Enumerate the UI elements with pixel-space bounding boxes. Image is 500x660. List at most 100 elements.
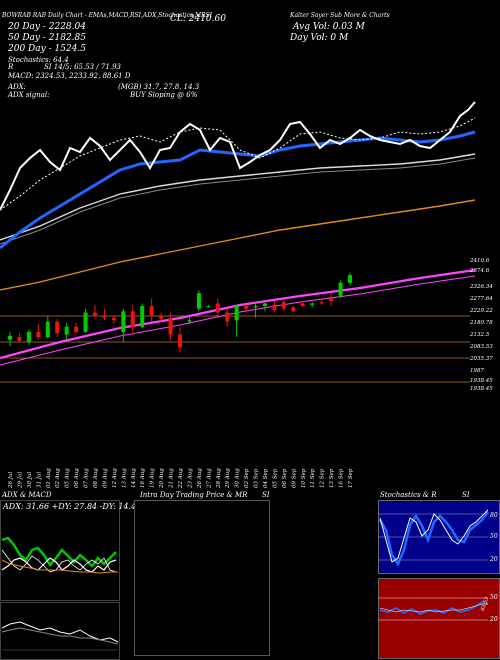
ema-shadow-line [0, 157, 476, 245]
price-tick-label: 2277.64 [469, 296, 493, 302]
main-chart: 26 Jul 29 Jul 30 Jul 31 Jul 01 Aug 02 Aug 05 A… [0, 101, 494, 489]
candle-body [111, 317, 116, 321]
date-tick-label: 27 Aug [206, 468, 212, 489]
date-tick-label: 14 Aug [131, 468, 137, 488]
date-tick-label: 13 Aug [121, 468, 127, 488]
price-tick-label: 2035.37 [469, 356, 493, 362]
trendline-lower [0, 275, 476, 366]
stochastics-panel [378, 500, 500, 659]
date-tick-label: 19 Aug [150, 468, 156, 488]
date-tick-label: 30 Aug [235, 468, 241, 488]
candle-body [329, 298, 334, 301]
price-line [0, 101, 476, 211]
candle-body [140, 306, 145, 327]
candle-body [93, 312, 97, 317]
candle-body [263, 303, 267, 307]
date-tick-label: 26 Aug [197, 468, 203, 489]
date-tick-label: 29 Aug [225, 468, 231, 489]
ema50-label: 50 Day - 2182.85 [8, 33, 86, 43]
date-tick-label: 16 Aug [140, 468, 146, 488]
date-tick-label: 10 Sep [301, 468, 307, 488]
date-tick-label: 30 Jul [27, 472, 33, 488]
price-tick-label: 2083.53 [469, 344, 493, 350]
candle-body [55, 321, 60, 334]
date-tick-label: 02 Aug [55, 468, 61, 488]
ema50-line [0, 130, 476, 250]
stochastics-label: Stochastics: 64.4 [8, 56, 69, 64]
candle-body [225, 312, 230, 322]
intraday-panel-title: Intra Day Trading Price & MR [140, 491, 248, 499]
macd-label: MACD: 2324.53, 2233.92, 88.61 D [8, 72, 131, 80]
candle-body [64, 326, 69, 335]
candle-body [102, 316, 107, 318]
r-label: R [8, 63, 14, 71]
right-top-label: Kalter Sayer Sub More & Charts [290, 12, 390, 19]
intraday-si: SI [262, 491, 270, 499]
stoch-tick-50: 50 [490, 533, 498, 540]
date-tick-label: 03 Sep [254, 468, 260, 488]
date-tick-label: 28 Aug [216, 468, 222, 489]
candle-body [338, 282, 343, 296]
candle-body [272, 304, 277, 310]
candle-body [253, 306, 258, 308]
price-tick-label: 2410.6 [469, 258, 490, 264]
adx-values: (MGB) 31.7, 27.8, 14.3 [118, 83, 200, 91]
candle-body [8, 335, 12, 340]
candle-body [206, 306, 211, 308]
price-tick-label: 2180.78 [469, 320, 493, 326]
date-tick-label: 31 Jul [36, 472, 42, 488]
date-tick-label: 08 Aug [93, 468, 99, 488]
candle-body [159, 316, 164, 320]
adx-panel-title: ADX & MACD [2, 491, 52, 499]
date-tick-label: 22 Aug [178, 468, 184, 489]
stoch-si: SI [462, 491, 470, 499]
candle-body [26, 331, 31, 343]
ema200-label: 200 Day - 1524.5 [8, 44, 86, 54]
date-tick-label: 11 Sep [310, 468, 316, 488]
adx-signal-label: ADX signal: [8, 91, 50, 99]
candle-body [178, 334, 182, 348]
price-tick-label: 1938.45 [470, 386, 493, 392]
candle-body [149, 306, 154, 317]
mrsi-tick-20: 20 [490, 616, 498, 623]
adx-macd-panel [0, 500, 120, 660]
date-tick-label: 05 Aug [65, 468, 71, 488]
price-tick-label: 1938.45 [470, 378, 493, 384]
candle-body [121, 311, 126, 332]
ema200-line [0, 199, 476, 291]
candle-body [310, 303, 315, 305]
date-tick-label: 20 Aug [159, 468, 165, 489]
candle-body [187, 320, 192, 322]
candle-body [234, 306, 239, 321]
date-tick-label: 23 Aug [187, 468, 193, 489]
ema100-line [0, 153, 476, 241]
close-label: CL: 2410.60 [170, 14, 226, 24]
date-tick-label: 02 Sep [244, 468, 250, 488]
candle-body [83, 312, 88, 332]
date-tick-label: 13 Sep [329, 468, 335, 488]
date-tick-label: 21 Aug [169, 468, 175, 489]
candle-body [196, 293, 201, 309]
candle-body [281, 302, 286, 309]
ema20-label: 20 Day - 2228.04 [8, 22, 86, 32]
price-tick-label: 1987 [470, 368, 484, 374]
price-tick-label: 2229.22 [469, 308, 493, 314]
candle-body [291, 307, 296, 312]
date-tick-label: 06 Aug [74, 468, 80, 488]
avg-vol-label: Avg Vol: 0.03 M [293, 22, 365, 32]
date-tick-label: 01 Aug [46, 468, 52, 488]
date-tick-label: 05 Sep [272, 468, 278, 488]
price-tick-label: 2132.5 [469, 332, 490, 338]
day-vol-label: Day Vol: 0 M [290, 33, 349, 43]
date-tick-label: 29 Jul [17, 472, 23, 489]
candle-body [168, 319, 173, 335]
price-tick-label: 2374.6 [469, 268, 490, 274]
buy-signal-label: BUY Sloping @ 6% [130, 91, 198, 99]
date-tick-label: 09 Aug [102, 468, 108, 488]
date-tick-label: 06 Sep [282, 468, 288, 488]
date-tick-label: 17 Sep [348, 468, 354, 488]
date-tick-label: 12 Aug [112, 468, 118, 488]
candle-body [36, 331, 41, 338]
trendline-upper [0, 268, 476, 360]
candle-body [348, 275, 352, 283]
